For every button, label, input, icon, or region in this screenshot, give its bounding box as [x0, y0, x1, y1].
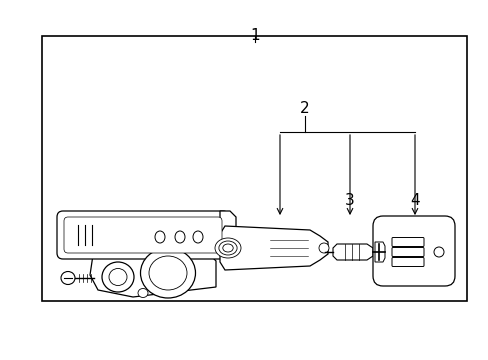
Ellipse shape: [102, 262, 134, 292]
Ellipse shape: [149, 256, 186, 290]
Ellipse shape: [155, 231, 164, 243]
FancyBboxPatch shape: [391, 257, 423, 266]
Ellipse shape: [109, 269, 127, 285]
Ellipse shape: [61, 271, 75, 284]
Text: 1: 1: [250, 27, 259, 42]
Ellipse shape: [140, 248, 195, 298]
Ellipse shape: [318, 243, 328, 253]
Ellipse shape: [175, 231, 184, 243]
Ellipse shape: [223, 244, 233, 252]
Polygon shape: [332, 244, 372, 260]
Ellipse shape: [138, 288, 148, 297]
FancyBboxPatch shape: [64, 217, 222, 253]
Text: 3: 3: [345, 193, 354, 208]
FancyBboxPatch shape: [372, 216, 454, 286]
Polygon shape: [220, 226, 327, 270]
Ellipse shape: [215, 238, 241, 258]
FancyBboxPatch shape: [391, 238, 423, 247]
Ellipse shape: [219, 241, 237, 255]
Ellipse shape: [193, 231, 203, 243]
Ellipse shape: [433, 247, 443, 257]
Text: 2: 2: [300, 100, 309, 116]
Polygon shape: [374, 242, 384, 262]
FancyBboxPatch shape: [391, 248, 423, 256]
Polygon shape: [90, 253, 216, 297]
Polygon shape: [220, 211, 236, 251]
FancyBboxPatch shape: [57, 211, 228, 259]
Text: 4: 4: [409, 193, 419, 208]
Bar: [41, 36, 466, 301]
